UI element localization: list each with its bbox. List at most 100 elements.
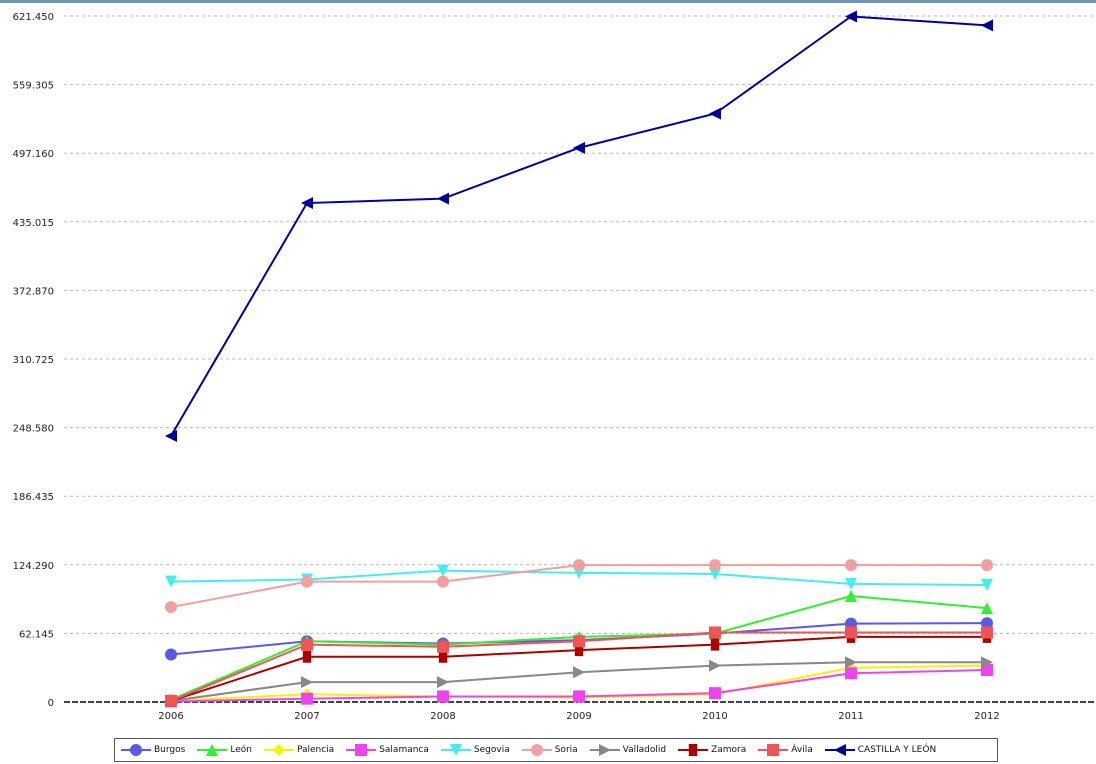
data-point-marker <box>165 694 177 707</box>
data-point-marker <box>981 559 993 572</box>
x-tick-label: 2011 <box>838 711 863 722</box>
legend-label: Zamora <box>711 745 747 755</box>
data-point-marker <box>438 650 448 663</box>
data-point-marker <box>709 626 721 639</box>
x-tick-label: 2010 <box>702 711 727 722</box>
data-point-marker <box>710 638 720 651</box>
legend-label: Salamanca <box>379 745 429 755</box>
data-point-marker <box>981 19 993 32</box>
data-point-marker <box>833 744 846 756</box>
legend-label: Ávila <box>791 745 813 755</box>
data-point-marker <box>301 197 313 210</box>
y-tick-label: 186.435 <box>13 492 54 503</box>
series-layer <box>165 10 993 708</box>
data-point-marker <box>574 644 584 657</box>
data-point-marker <box>573 141 585 154</box>
data-point-marker <box>301 676 313 689</box>
data-point-marker <box>845 10 857 23</box>
data-point-marker <box>449 744 462 756</box>
x-tick-label: 2006 <box>158 711 183 722</box>
data-point-marker <box>845 590 857 603</box>
series-line <box>170 15 988 437</box>
x-axis-ticks: 2006 2007 2008 2009 2010 2011 2012 <box>158 711 999 722</box>
y-tick-label: 621.450 <box>13 12 54 23</box>
y-tick-label: 62.145 <box>19 629 54 640</box>
legend-label: Segovia <box>473 745 510 755</box>
data-point-marker <box>845 656 857 669</box>
x-tick-label: 2012 <box>974 711 999 722</box>
legend-item: León <box>197 743 252 757</box>
series-ávila <box>165 626 993 707</box>
data-point-marker <box>302 650 312 663</box>
data-point-marker <box>845 559 857 572</box>
y-tick-label: 310.725 <box>13 355 54 366</box>
legend-swatch <box>678 744 709 756</box>
legend-item: Segovia <box>440 743 510 757</box>
legend-label: Valladolid <box>622 745 667 755</box>
data-point-marker <box>573 666 585 679</box>
data-point-marker <box>437 564 449 577</box>
series-salamanca <box>165 663 993 708</box>
data-point-marker <box>301 692 313 705</box>
data-point-marker <box>165 601 177 614</box>
data-point-marker <box>709 559 721 572</box>
legend-item: Burgos <box>121 743 185 757</box>
legend-swatch <box>197 744 228 756</box>
data-point-marker <box>845 577 857 590</box>
legend-label: Burgos <box>154 745 186 755</box>
legend-swatch <box>521 744 552 756</box>
data-point-marker <box>845 667 857 680</box>
y-tick-label: 248.580 <box>13 424 54 435</box>
data-point-marker <box>709 687 721 700</box>
data-point-marker <box>437 690 449 703</box>
legend-item: Palencia <box>263 743 334 757</box>
legend-swatch <box>121 744 151 756</box>
data-point-marker <box>981 656 993 669</box>
data-point-marker <box>165 648 177 661</box>
y-tick-label: 124.290 <box>13 561 54 572</box>
legend-swatch <box>758 744 789 756</box>
data-point-marker <box>130 744 142 756</box>
data-point-marker <box>573 690 585 703</box>
y-tick-label: 497.160 <box>13 149 54 160</box>
data-point-marker <box>981 663 993 676</box>
data-point-marker <box>981 578 993 591</box>
data-point-marker <box>301 638 313 651</box>
legend-swatch <box>346 744 377 756</box>
x-tick-label: 2008 <box>430 711 455 722</box>
data-point-marker <box>437 192 449 205</box>
data-point-marker <box>301 575 313 588</box>
legend-label: Soria <box>554 745 578 755</box>
x-tick-label: 2007 <box>294 711 319 722</box>
legend-swatch <box>824 744 855 756</box>
legend-swatch <box>440 744 471 756</box>
legend-item: CASTILLA Y LEÓN <box>824 743 936 757</box>
legend-item: Ávila <box>758 743 813 757</box>
y-tick-label: 559.305 <box>13 81 54 92</box>
y-tick-label: 0 <box>48 698 54 709</box>
series-soria <box>165 559 993 614</box>
data-point-marker <box>272 744 285 756</box>
legend: Burgos León Palencia Salamanca Segovia Soria V… <box>114 738 998 762</box>
legend-item: Salamanca <box>346 743 429 757</box>
data-point-marker <box>688 744 698 756</box>
data-point-marker <box>165 575 177 588</box>
data-point-marker <box>573 559 585 572</box>
top-border <box>0 0 1096 3</box>
data-point-marker <box>206 744 219 756</box>
legend-swatch <box>263 744 294 756</box>
data-point-marker <box>437 640 449 653</box>
data-point-marker <box>709 659 721 672</box>
legend-swatch <box>589 744 620 756</box>
data-point-marker <box>767 744 780 756</box>
data-point-marker <box>530 744 543 756</box>
data-point-marker <box>981 626 993 639</box>
legend-item: Valladolid <box>589 743 667 757</box>
data-point-marker <box>845 626 857 639</box>
y-tick-label: 372.870 <box>13 286 54 297</box>
data-point-marker <box>165 429 177 442</box>
data-point-marker <box>709 567 721 580</box>
y-axis-ticks: 0 62.145 124.290 186.435 248.580 310.725 372.8… <box>13 12 54 709</box>
series-castilla-y-león <box>165 10 993 442</box>
data-point-marker <box>598 744 611 756</box>
